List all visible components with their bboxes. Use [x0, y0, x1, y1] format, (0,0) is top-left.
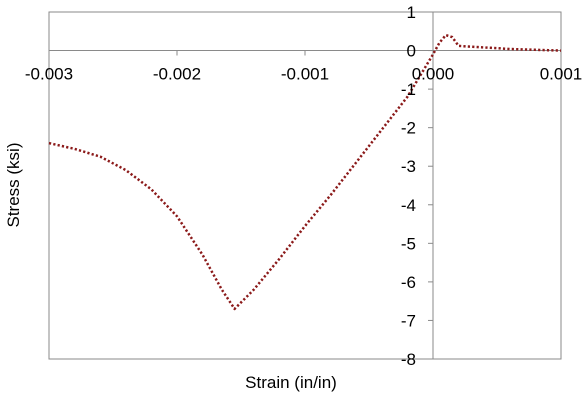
x-tick-label: -0.003 — [25, 65, 73, 84]
x-tick-label: 0.000 — [412, 65, 455, 84]
y-tick-label: -7 — [401, 311, 416, 330]
x-tick-label: 0.001 — [540, 65, 583, 84]
y-tick-label: -2 — [401, 119, 416, 138]
y-tick-label: -4 — [401, 196, 416, 215]
x-tick-label: -0.002 — [153, 65, 201, 84]
x-tick-label: -0.001 — [281, 65, 329, 84]
plot-area — [48, 11, 562, 360]
y-tick-label: 1 — [407, 3, 416, 22]
y-tick-label: -8 — [401, 350, 416, 369]
y-tick-label: -3 — [401, 157, 416, 176]
y-tick-label: -1 — [401, 80, 416, 99]
tick-labels: -0.003 -0.002 -0.001 0.000 0.001 1 0 -1 -2 -3 -4 -5… — [25, 3, 582, 369]
y-tick-label: -6 — [401, 273, 416, 292]
y-tick-label: -5 — [401, 234, 416, 253]
axes — [48, 11, 562, 360]
x-axis-title: Strain (in/in) — [245, 373, 337, 392]
y-tick-label: 0 — [407, 42, 416, 61]
y-axis-title: Stress (ksi) — [4, 143, 23, 228]
